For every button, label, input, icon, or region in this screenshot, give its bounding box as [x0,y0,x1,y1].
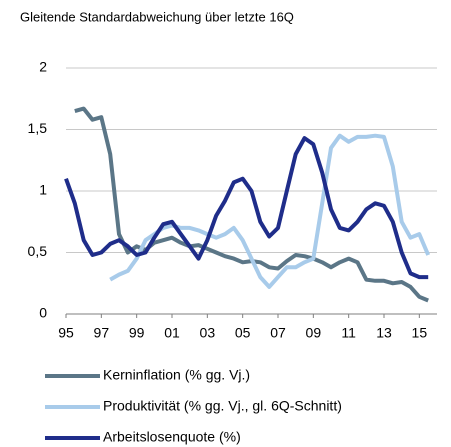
y-tick-label: 1 [39,182,47,198]
x-tick-label: 11 [341,325,356,341]
y-tick-label: 2 [39,59,47,75]
x-tick-label: 13 [376,325,392,341]
chart-title: Gleitende Standardabweichung über letzte… [20,9,294,24]
legend-label: Arbeitslosenquote (%) [103,429,241,445]
legend-label: Kerninflation (% gg. Vj.) [103,367,250,383]
x-tick-label: 99 [129,325,145,341]
y-tick-label: 0 [39,305,47,321]
x-tick-label: 09 [306,325,322,341]
legend-label: Produktivität (% gg. Vj., gl. 6Q-Schnitt… [103,398,342,414]
x-tick-label: 03 [200,325,216,341]
series-line [109,133,431,289]
x-tick-label: 97 [94,325,110,341]
x-tick-label: 01 [164,325,180,341]
x-tick-label: 07 [270,325,286,341]
x-tick-label: 15 [412,325,428,341]
x-tick-label: 05 [235,325,251,341]
series-line [64,136,429,280]
y-tick-label: 0,5 [28,243,48,259]
x-tick-label: 95 [58,325,74,341]
y-tick-label: 1,5 [28,120,48,136]
